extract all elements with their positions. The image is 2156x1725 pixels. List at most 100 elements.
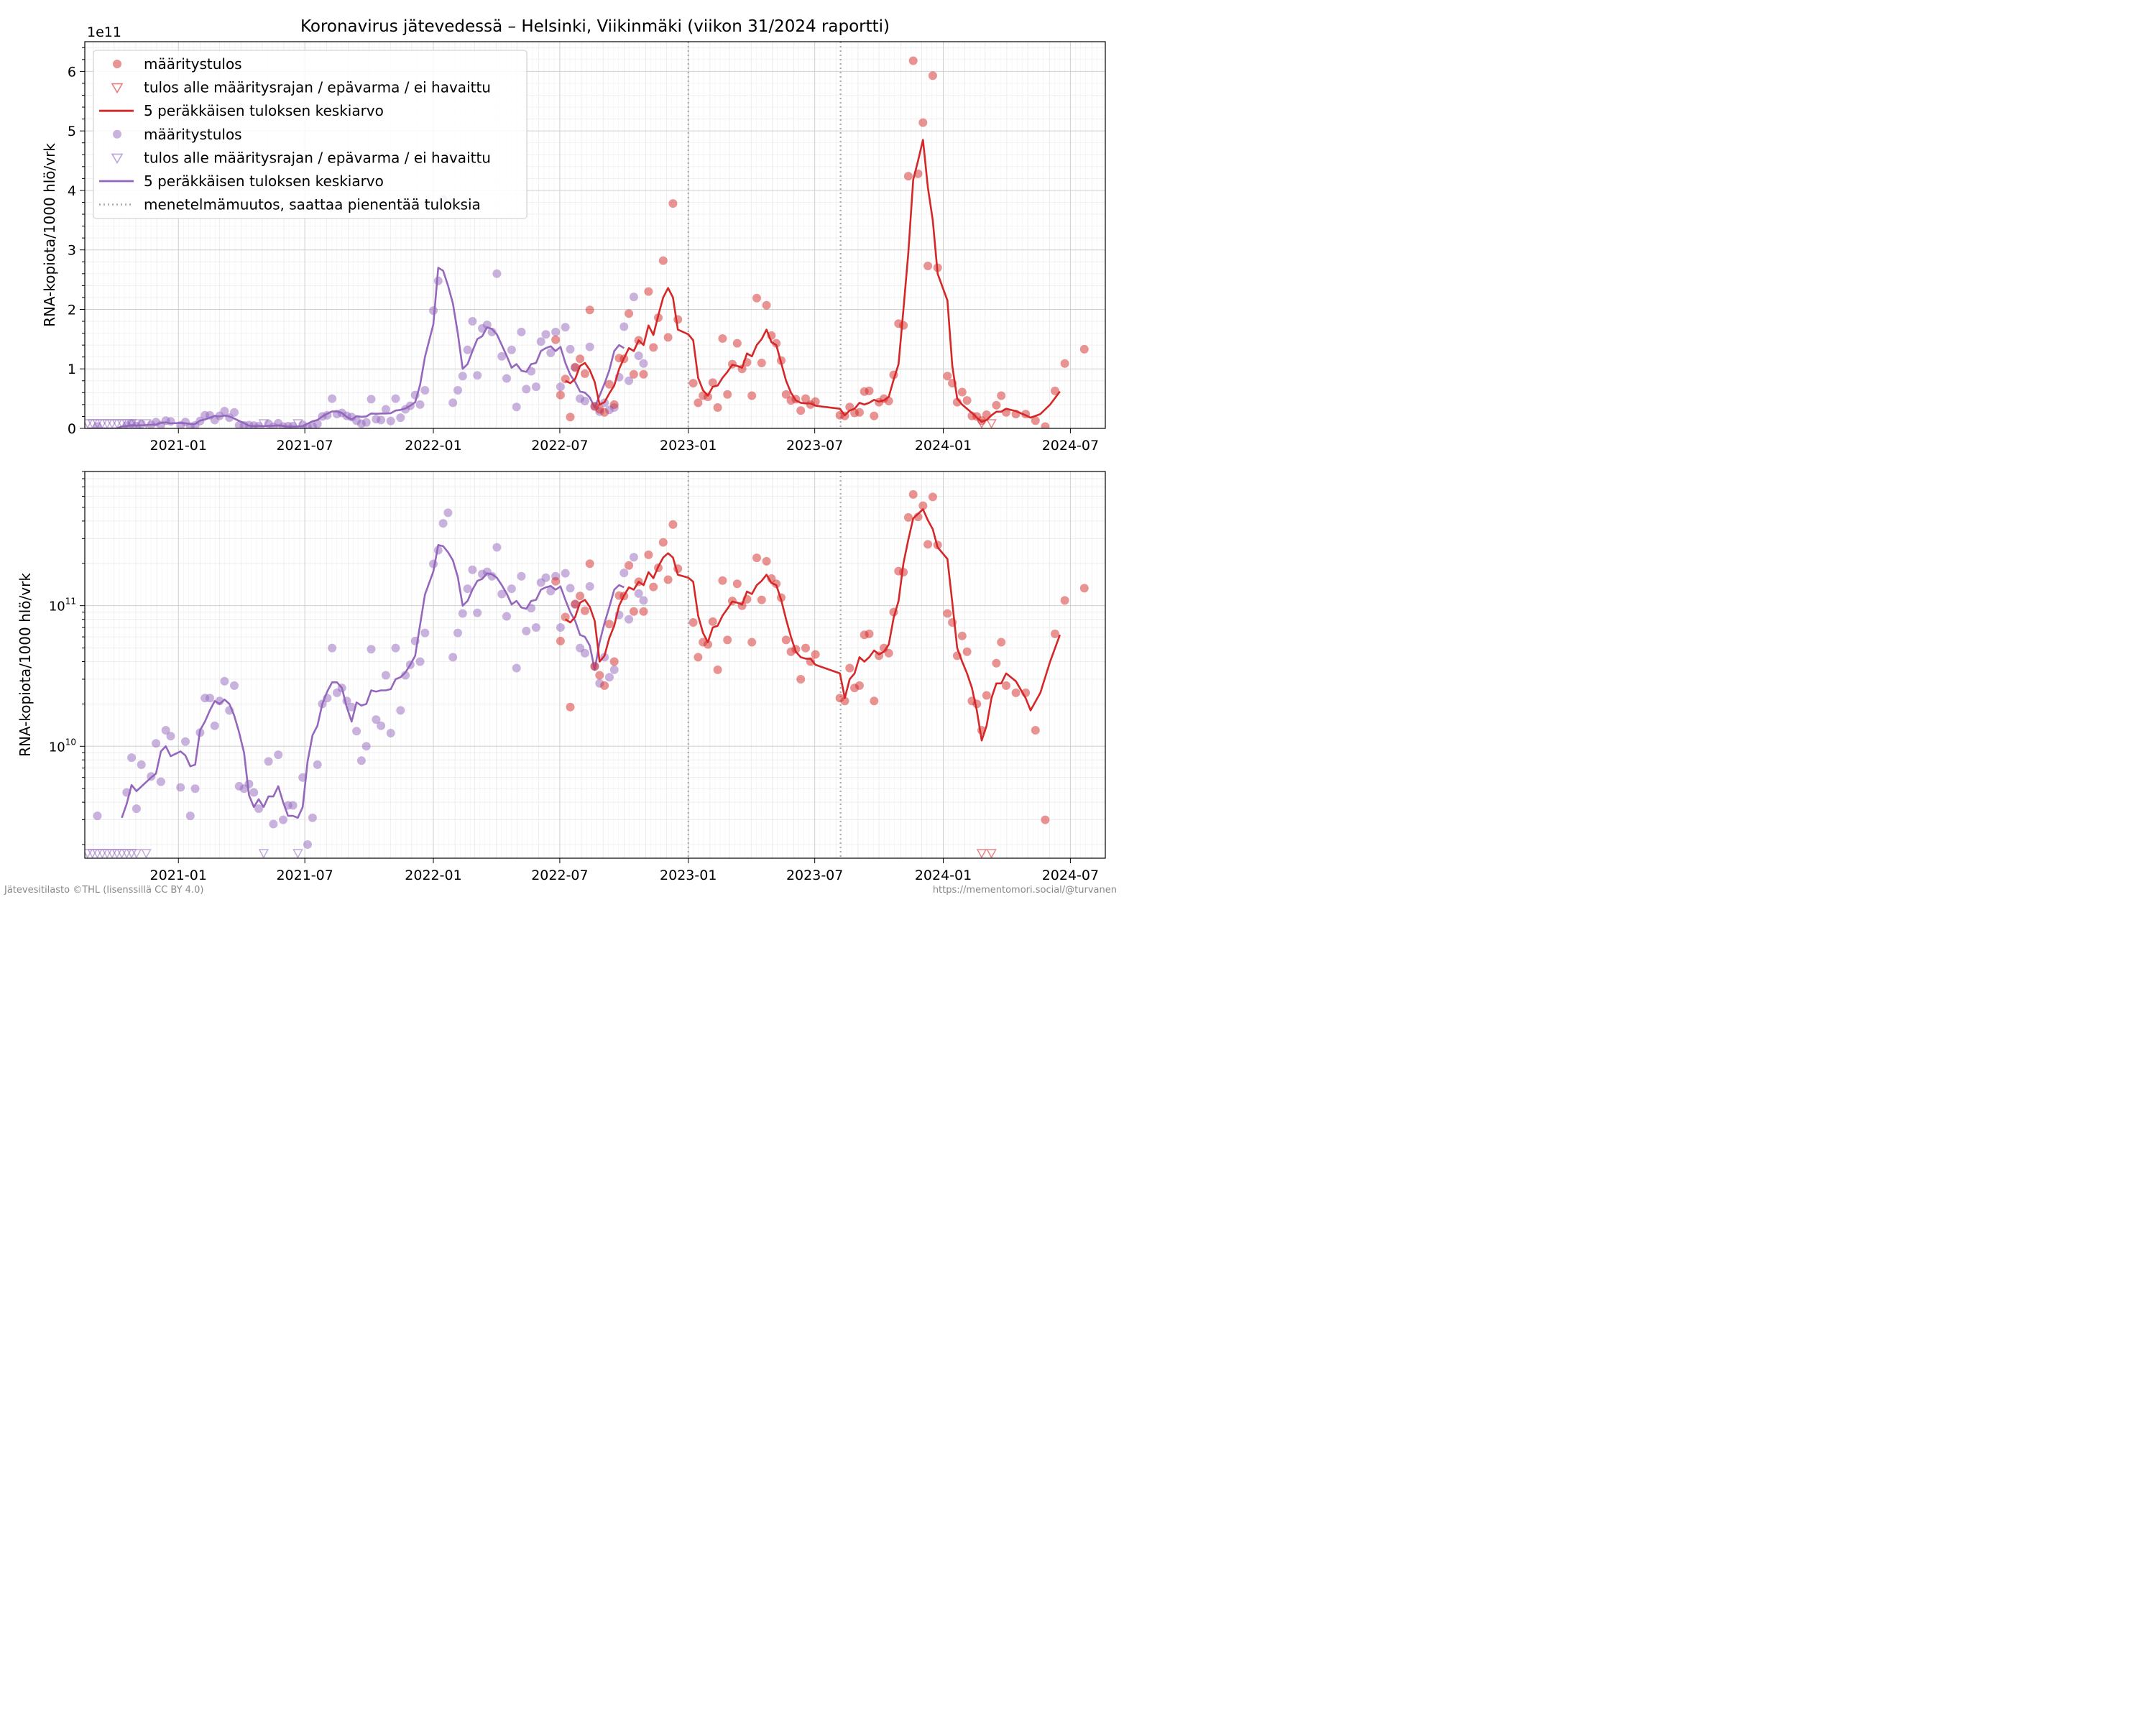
bottom-plot-area — [85, 489, 1089, 858]
top-purple-point — [639, 359, 648, 368]
top-purple-point — [619, 322, 629, 331]
bottom-purple-point — [361, 742, 371, 751]
bottom-purple-point — [420, 628, 430, 638]
top-purple-point — [629, 293, 638, 302]
legend-marker-triangle — [111, 153, 124, 164]
bottom-red-point — [649, 582, 658, 592]
top-red-point — [585, 305, 594, 315]
bottom-purple-point — [166, 732, 175, 741]
top-red-triangle — [976, 419, 987, 428]
top-red-point — [908, 56, 918, 65]
bottom-purple-point — [386, 729, 395, 737]
top-purple-point — [531, 382, 540, 392]
bottom-red-point — [718, 576, 727, 585]
bottom-purple-point — [396, 706, 405, 715]
top-purple-point — [551, 327, 561, 336]
bottom-red-point — [639, 607, 648, 616]
top-red-point — [673, 315, 683, 324]
top-red-point — [957, 387, 967, 397]
top-y-tick-label: 1 — [68, 362, 76, 377]
bottom-purple-point — [473, 608, 482, 617]
bottom-purple-point — [546, 586, 556, 596]
credit-left: Jätevesitilasto ©THL (lisenssillä CC BY … — [4, 885, 204, 896]
bottom-x-tick-label: 2022-01 — [405, 868, 461, 883]
bottom-x-tick-label: 2024-07 — [1042, 868, 1099, 883]
bottom-red-point — [668, 520, 678, 529]
top-purple-point — [492, 269, 502, 278]
bottom-red-point — [845, 663, 854, 673]
bottom-purple-point — [185, 811, 195, 821]
top-red-point — [600, 408, 609, 417]
top-red-point — [688, 379, 698, 388]
bottom-red-point — [629, 607, 638, 616]
bottom-red-point — [928, 492, 937, 502]
bottom-purple-point — [443, 508, 453, 518]
bottom-purple-line — [121, 543, 625, 819]
top-red-point — [658, 256, 668, 265]
top-red-triangle — [986, 419, 997, 428]
bottom-red-point — [663, 575, 673, 584]
top-red-point — [870, 411, 879, 420]
top-red-point — [781, 390, 791, 399]
bottom-purple-point — [269, 819, 278, 829]
bottom-red-point — [772, 579, 781, 589]
top-purple-point — [561, 323, 570, 332]
top-purple-point — [453, 386, 462, 395]
top-red-point — [903, 172, 913, 181]
top-purple-point — [328, 394, 337, 403]
top-red-point — [997, 391, 1006, 400]
top-x-tick-label: 2021-01 — [150, 438, 207, 454]
top-y-tick-label: 3 — [68, 243, 76, 259]
bottom-x-tick-label: 2023-01 — [660, 868, 717, 883]
bottom-y-axis-label: RNA-kopiota/1000 hlö/vrk — [17, 573, 34, 757]
bottom-red-triangle — [976, 849, 987, 858]
bottom-purple-point — [356, 756, 366, 765]
top-red-point — [899, 321, 908, 330]
bottom-red-point — [903, 512, 913, 522]
bottom-purple-point — [313, 760, 322, 769]
top-red-point — [668, 199, 678, 208]
top-purple-point — [396, 413, 405, 423]
bottom-purple-point — [541, 573, 550, 582]
top-purple-point — [497, 351, 507, 361]
top-purple-triangle — [131, 419, 142, 428]
bottom-purple-point — [531, 623, 540, 632]
bottom-red-point — [688, 618, 698, 627]
bottom-purple-point — [556, 623, 565, 632]
bottom-x-tick-label: 2021-01 — [150, 868, 207, 883]
bottom-x-tick-label: 2022-07 — [531, 868, 588, 883]
top-red-point — [551, 335, 561, 344]
top-purple-point — [517, 327, 526, 336]
bottom-purple-point — [453, 628, 462, 638]
bottom-red-point — [694, 653, 703, 662]
top-red-point — [723, 390, 732, 399]
top-purple-point — [230, 408, 239, 417]
bottom-red-point — [713, 665, 722, 674]
top-purple-point — [313, 419, 322, 428]
bottom-purple-point — [580, 648, 589, 658]
top-purple-point — [487, 327, 497, 336]
legend-marker-triangle — [111, 83, 124, 94]
top-x-tick-label: 2022-07 — [531, 438, 588, 454]
bottom-purple-point — [347, 702, 356, 712]
top-red-point — [629, 369, 638, 379]
top-purple-triangle — [292, 419, 303, 428]
top-red-point — [732, 339, 742, 348]
legend-label: tulos alle määritysrajan / epävarma / ei… — [144, 79, 491, 96]
bottom-purple-triangle — [141, 849, 152, 858]
bottom-red-point — [962, 647, 972, 656]
top-x-tick-label: 2023-07 — [786, 438, 843, 454]
top-red-point — [928, 71, 937, 80]
top-purple-point — [507, 345, 516, 354]
bottom-red-point — [747, 638, 757, 647]
top-y-tick-label: 0 — [68, 421, 76, 437]
bottom-red-point — [908, 489, 918, 499]
top-red-point — [962, 396, 972, 405]
bottom-x-tick-label: 2024-01 — [915, 868, 972, 883]
top-red-point — [923, 262, 933, 270]
top-purple-point — [420, 386, 430, 395]
bottom-red-point — [762, 556, 771, 566]
top-purple-point — [541, 330, 550, 339]
top-purple-point — [463, 345, 472, 354]
top-purple-point — [522, 385, 531, 394]
